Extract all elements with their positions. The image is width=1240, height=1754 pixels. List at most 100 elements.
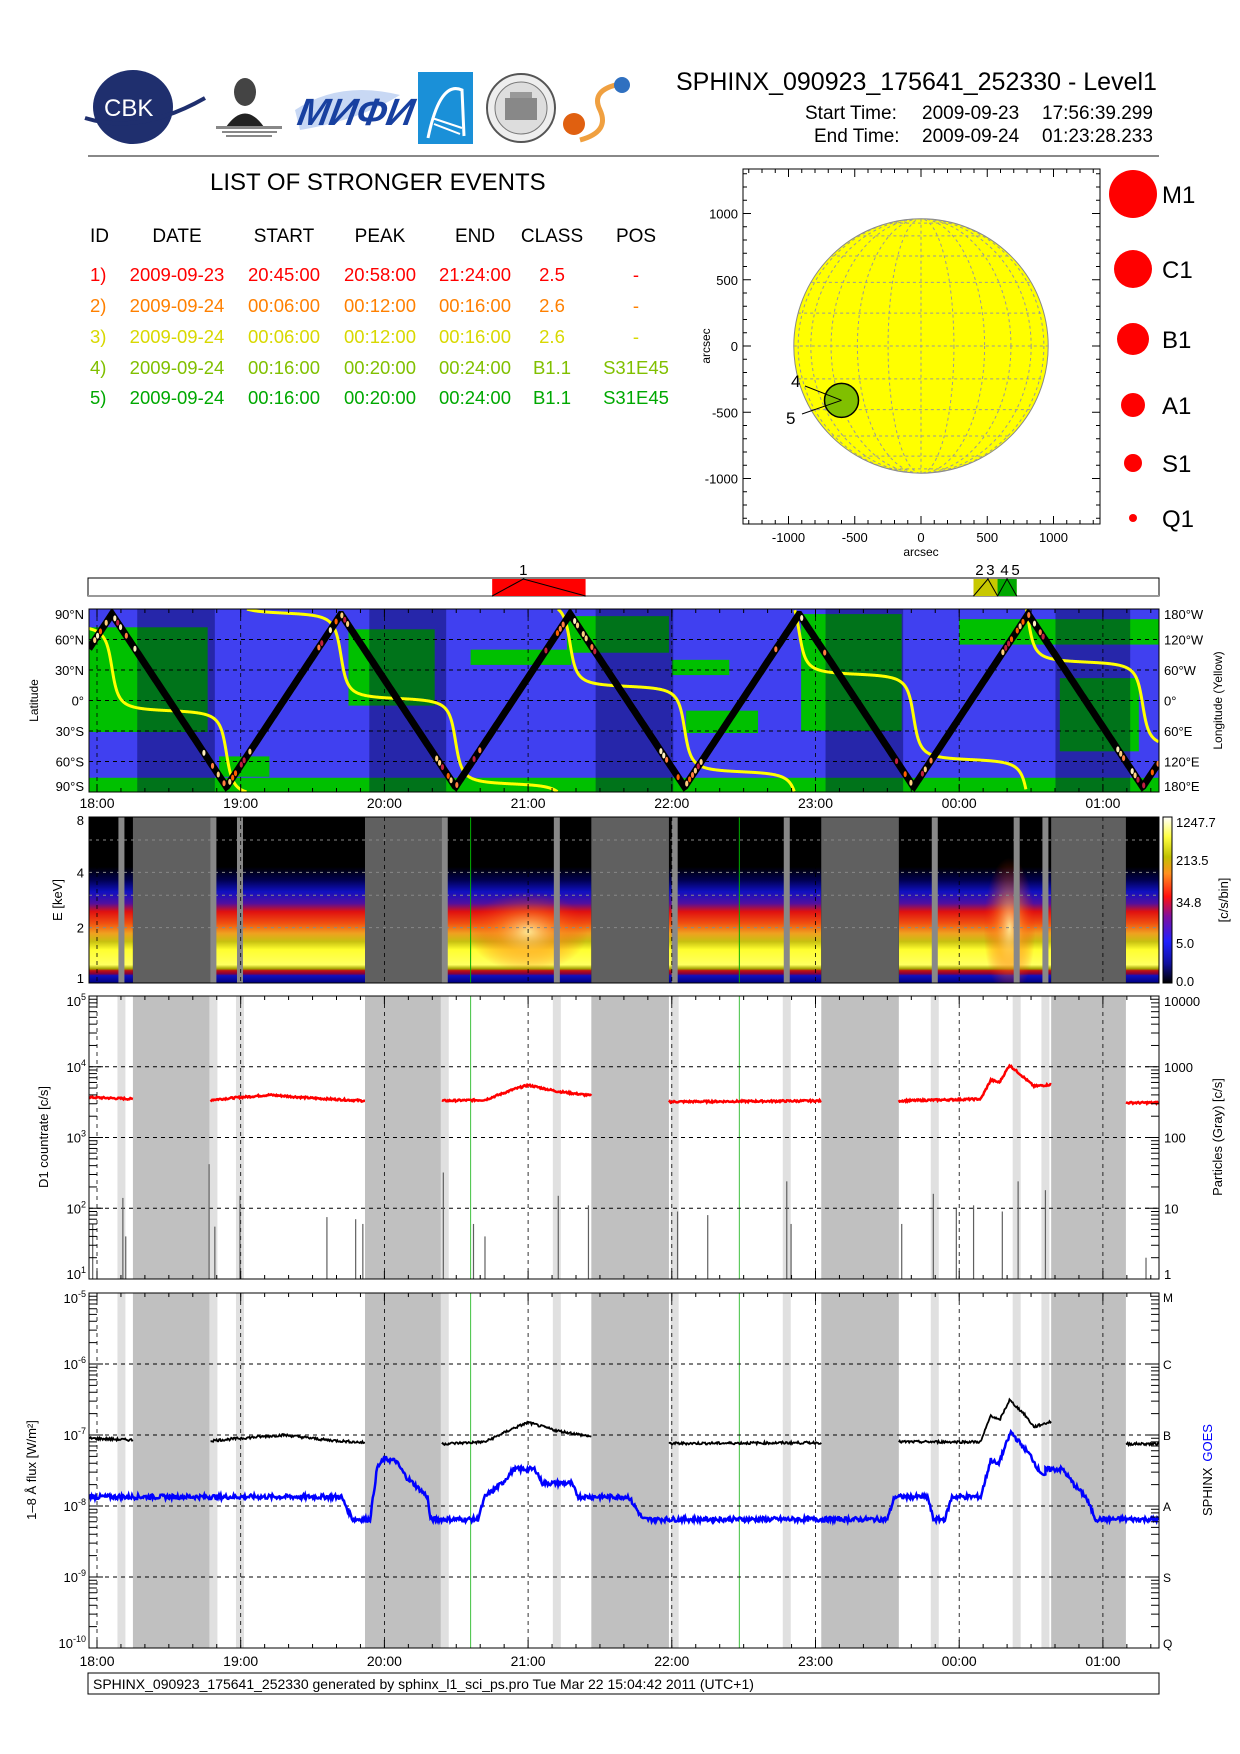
tick-base: 10 xyxy=(64,1428,78,1443)
goes-class-label: M xyxy=(1163,1291,1173,1305)
svg-text:МИФИ: МИФИ xyxy=(294,91,419,134)
time-tick-label: 01:00 xyxy=(1085,795,1120,811)
tick-base: 10 xyxy=(67,1131,81,1146)
footer-box xyxy=(87,1672,1160,1695)
event-id: 5) xyxy=(90,387,107,408)
y-tick-label: 500 xyxy=(716,273,738,288)
land-region xyxy=(671,659,730,676)
observatory-seal-logo xyxy=(486,73,556,143)
particle-dot xyxy=(909,779,913,786)
x-axis-title: arcsec xyxy=(903,545,938,559)
events-title: LIST OF STRONGER EVENTS xyxy=(210,169,546,196)
particle-dot xyxy=(133,645,137,652)
tick-base: 10 xyxy=(67,1201,81,1216)
countrate-tick-label: 103 xyxy=(67,1129,86,1146)
land-region xyxy=(959,619,1159,645)
time-tick-label: 18:00 xyxy=(79,795,114,811)
tick-base: 10 xyxy=(64,1291,78,1306)
event-pos: - xyxy=(632,326,640,347)
particle-dot xyxy=(104,619,108,626)
short-data-gap xyxy=(671,817,678,983)
flux-tick-label: 10-5 xyxy=(64,1289,86,1306)
particle-dot xyxy=(1116,746,1120,753)
countrate-tick-label: 104 xyxy=(67,1058,86,1075)
short-data-gap xyxy=(117,1293,126,1648)
d1-countrate-curve xyxy=(1125,1100,1159,1107)
particle-dot xyxy=(561,621,565,628)
short-data-gap xyxy=(1042,817,1049,983)
particle-dot xyxy=(555,630,560,637)
particle-dot xyxy=(665,756,669,763)
data-gap xyxy=(821,817,899,983)
particle-dot xyxy=(774,646,778,653)
particle-dot xyxy=(1027,611,1031,618)
longitude-curve xyxy=(557,609,796,792)
colorbar-tick-label: 213.5 xyxy=(1176,853,1209,868)
particle-dot xyxy=(1018,623,1022,630)
particle-dot xyxy=(328,627,332,634)
footer-text: SPHINX_090923_175641_252330 generated by… xyxy=(93,1676,754,1692)
flux-axis-title: 1–8 Å flux [W/m²] xyxy=(24,1420,39,1520)
time-tick-label: 20:00 xyxy=(367,1653,402,1669)
column-header-date: DATE xyxy=(152,226,202,247)
tick-exponent: -7 xyxy=(78,1426,86,1436)
colorbar-tick-label: 1247.7 xyxy=(1176,815,1216,830)
particle-dot xyxy=(472,755,476,762)
particle-dot xyxy=(317,644,321,651)
energy-tick-label: 2 xyxy=(77,921,84,936)
time-tick-label: 20:00 xyxy=(367,795,402,811)
flux-tick-label: 10-7 xyxy=(64,1426,86,1443)
particle-dot xyxy=(688,776,692,783)
flux-panel: 10-5 M10-6 C10-7 B10-8 A10-9 S10-10 Q1–8 Å flu… xyxy=(24,1289,1215,1669)
solar-s-logo xyxy=(563,77,630,143)
particle-dot xyxy=(95,632,100,639)
particle-dot xyxy=(1001,649,1005,656)
particle-dot xyxy=(334,618,338,625)
d1-countrate-curve xyxy=(667,1097,822,1105)
time-tick-label: 21:00 xyxy=(511,795,546,811)
longitude-curve xyxy=(1024,609,1159,744)
particle-dot xyxy=(693,767,697,774)
x-tick-label: -1000 xyxy=(772,530,805,545)
tick-exponent: -9 xyxy=(78,1568,86,1578)
event-triangle xyxy=(973,578,999,597)
land-region xyxy=(219,756,270,777)
d1-countrate-curve xyxy=(89,1094,134,1102)
particle-dot xyxy=(696,763,700,770)
particle-dot xyxy=(124,632,128,639)
longitude-tick-label: 180°E xyxy=(1164,779,1200,794)
tick-base: 10 xyxy=(64,1357,78,1372)
short-data-gap xyxy=(235,1293,244,1648)
particle-dot xyxy=(584,635,588,642)
latitude-panel: 90°N 180°W 60°N 120°W 30°N 60°W 0° 0° 30°S 60°E 60… xyxy=(27,607,1225,811)
goes-flux-curve xyxy=(89,1428,1159,1527)
start-time-label: Start Time: xyxy=(805,103,897,124)
short-data-gap xyxy=(782,1293,791,1648)
class-size-legend-dot xyxy=(1109,170,1157,218)
particle-dot xyxy=(544,647,548,654)
latitude-axis-title: Latitude xyxy=(27,679,41,722)
longitude-curve xyxy=(246,609,559,792)
particle-dot xyxy=(446,772,450,779)
colorbar-title: [c/s/bin] xyxy=(1216,878,1231,923)
time-tick-label: 22:00 xyxy=(654,1653,689,1669)
event-class: 2.6 xyxy=(539,295,565,316)
event-id: 1) xyxy=(90,264,107,285)
particles-tick-label: 10000 xyxy=(1164,994,1200,1009)
particle-dot xyxy=(1121,755,1126,762)
end-date: 2009-09-24 xyxy=(922,126,1020,147)
y-axis-title: arcsec xyxy=(699,328,713,363)
end-time-value: 01:23:28.233 xyxy=(1042,126,1153,147)
tick-exponent: 1 xyxy=(81,1265,86,1275)
event-pos: - xyxy=(632,264,640,285)
time-tick-label: 21:00 xyxy=(511,1653,546,1669)
event-start: 00:06:00 xyxy=(247,295,321,316)
column-header-class: CLASS xyxy=(520,226,584,247)
short-data-gap xyxy=(930,996,939,1279)
particle-dot xyxy=(1142,782,1146,789)
particle-dot xyxy=(1009,636,1014,643)
class-size-legend-label: S1 xyxy=(1162,451,1191,478)
longitude-tick-label: 180°W xyxy=(1164,607,1204,622)
flux-tick-label: 10-6 xyxy=(64,1355,86,1372)
particle-dot xyxy=(575,622,580,629)
